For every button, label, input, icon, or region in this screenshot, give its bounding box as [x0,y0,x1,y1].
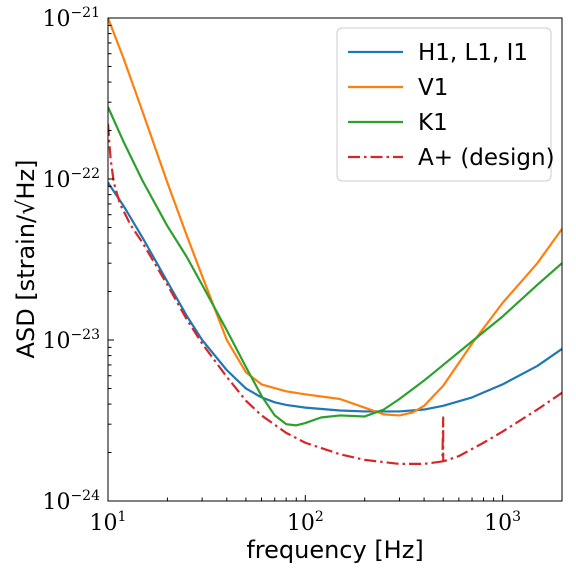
tick-label-layer: 101 102 103 10−24 10−23 10−22 10−21 [42,5,521,536]
legend-item-2: K1 [348,110,448,136]
legend-label: V1 [418,75,448,101]
y-tick-label: 10−22 [42,166,100,193]
legend-label: H1, L1, I1 [418,40,528,66]
x-axis-title: frequency [Hz] [246,536,423,564]
series-layer [108,18,562,465]
y-axis-title: ASD [strain/√Hz] [12,160,40,359]
tick-layer [107,17,563,502]
x-tick-label: 102 [287,509,324,536]
x-tick-label: 101 [90,509,127,536]
legend-label: A+ (design) [418,145,555,171]
legend-item-1: V1 [348,75,448,101]
legend-item-3: A+ (design) [348,145,555,171]
legend-box [336,27,552,182]
series-line-1 [108,18,562,417]
plot-frame [107,17,563,502]
legend: H1, L1, I1 V1 K1 A+ (design) [336,27,555,182]
series-line-0 [108,181,562,413]
y-tick-label: 10−23 [42,327,100,354]
legend-item-0: H1, L1, I1 [348,40,528,66]
x-tick-label: 103 [484,509,521,536]
legend-label: K1 [418,110,448,136]
series-line-3 [108,123,562,465]
series-line-2 [108,106,562,427]
y-tick-label: 10−21 [42,5,100,32]
y-tick-label: 10−24 [42,488,100,515]
